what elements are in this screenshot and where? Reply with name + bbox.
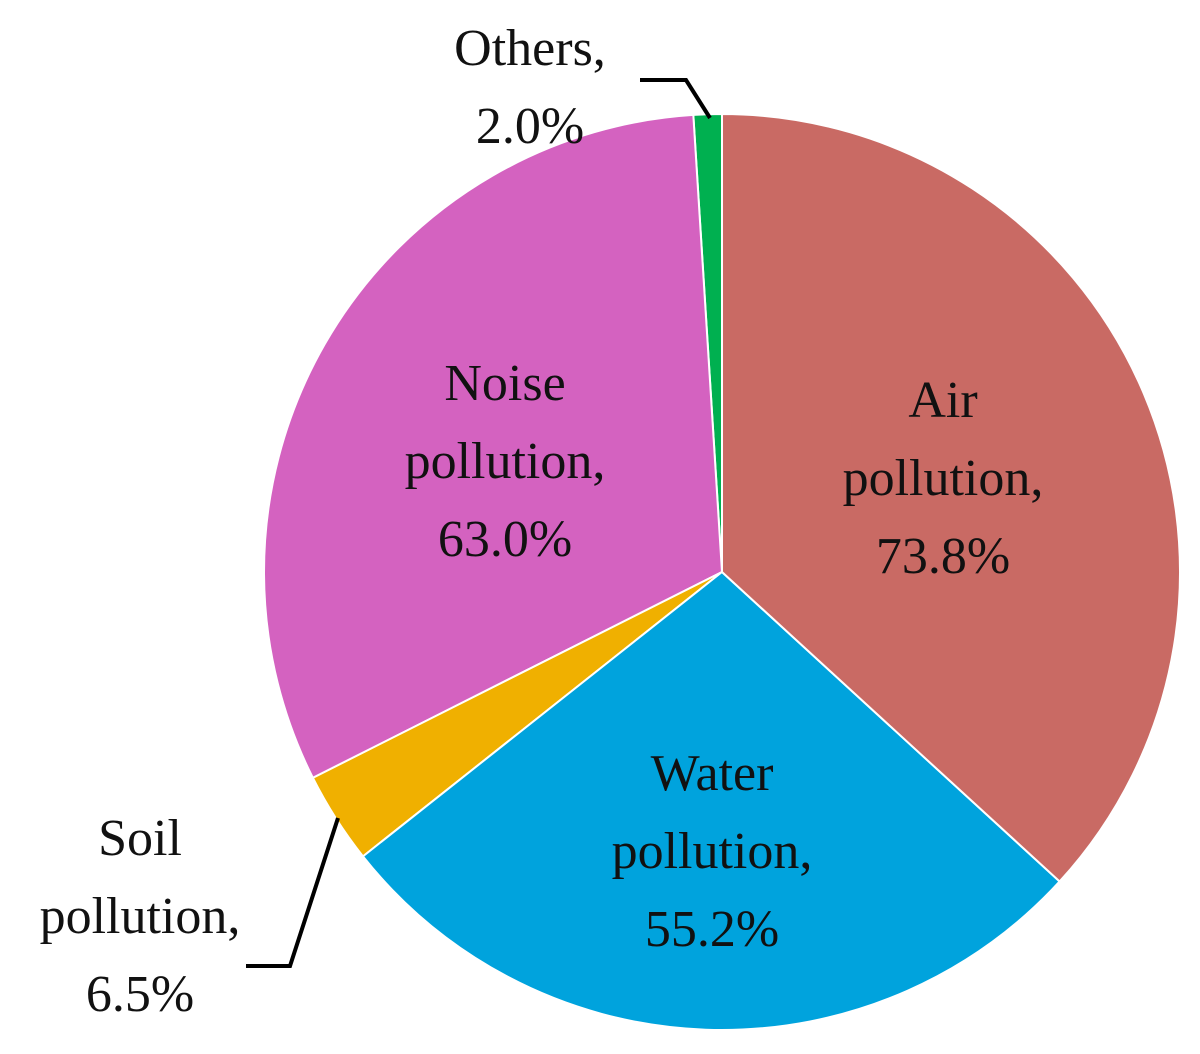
value-label: 73.8% xyxy=(875,528,1011,585)
slice-label: Soil pollution, 6.5% xyxy=(5,800,275,1034)
slice-label: Water pollution, 55.2% xyxy=(577,735,847,969)
pie-slice xyxy=(263,113,724,780)
pie-slice xyxy=(361,570,1062,1031)
category-label: Air pollution, xyxy=(842,372,1044,507)
value-label: 6.5% xyxy=(85,966,195,1023)
pie-slice xyxy=(721,112,1181,883)
category-label: Water pollution, xyxy=(611,745,813,880)
category-label: Noise pollution, xyxy=(404,355,606,490)
category-label: Soil pollution, xyxy=(39,810,241,945)
slice-label: Noise pollution, 63.0% xyxy=(370,345,640,579)
value-label: 55.2% xyxy=(644,901,780,958)
value-label: 63.0% xyxy=(437,511,573,568)
leader-line xyxy=(640,78,712,120)
slice-label: Others, 2.0% xyxy=(395,10,665,166)
category-label: Others, xyxy=(454,20,606,77)
value-label: 2.0% xyxy=(475,98,585,155)
slice-label: Air pollution, 73.8% xyxy=(808,362,1078,596)
leader-line xyxy=(246,817,340,968)
